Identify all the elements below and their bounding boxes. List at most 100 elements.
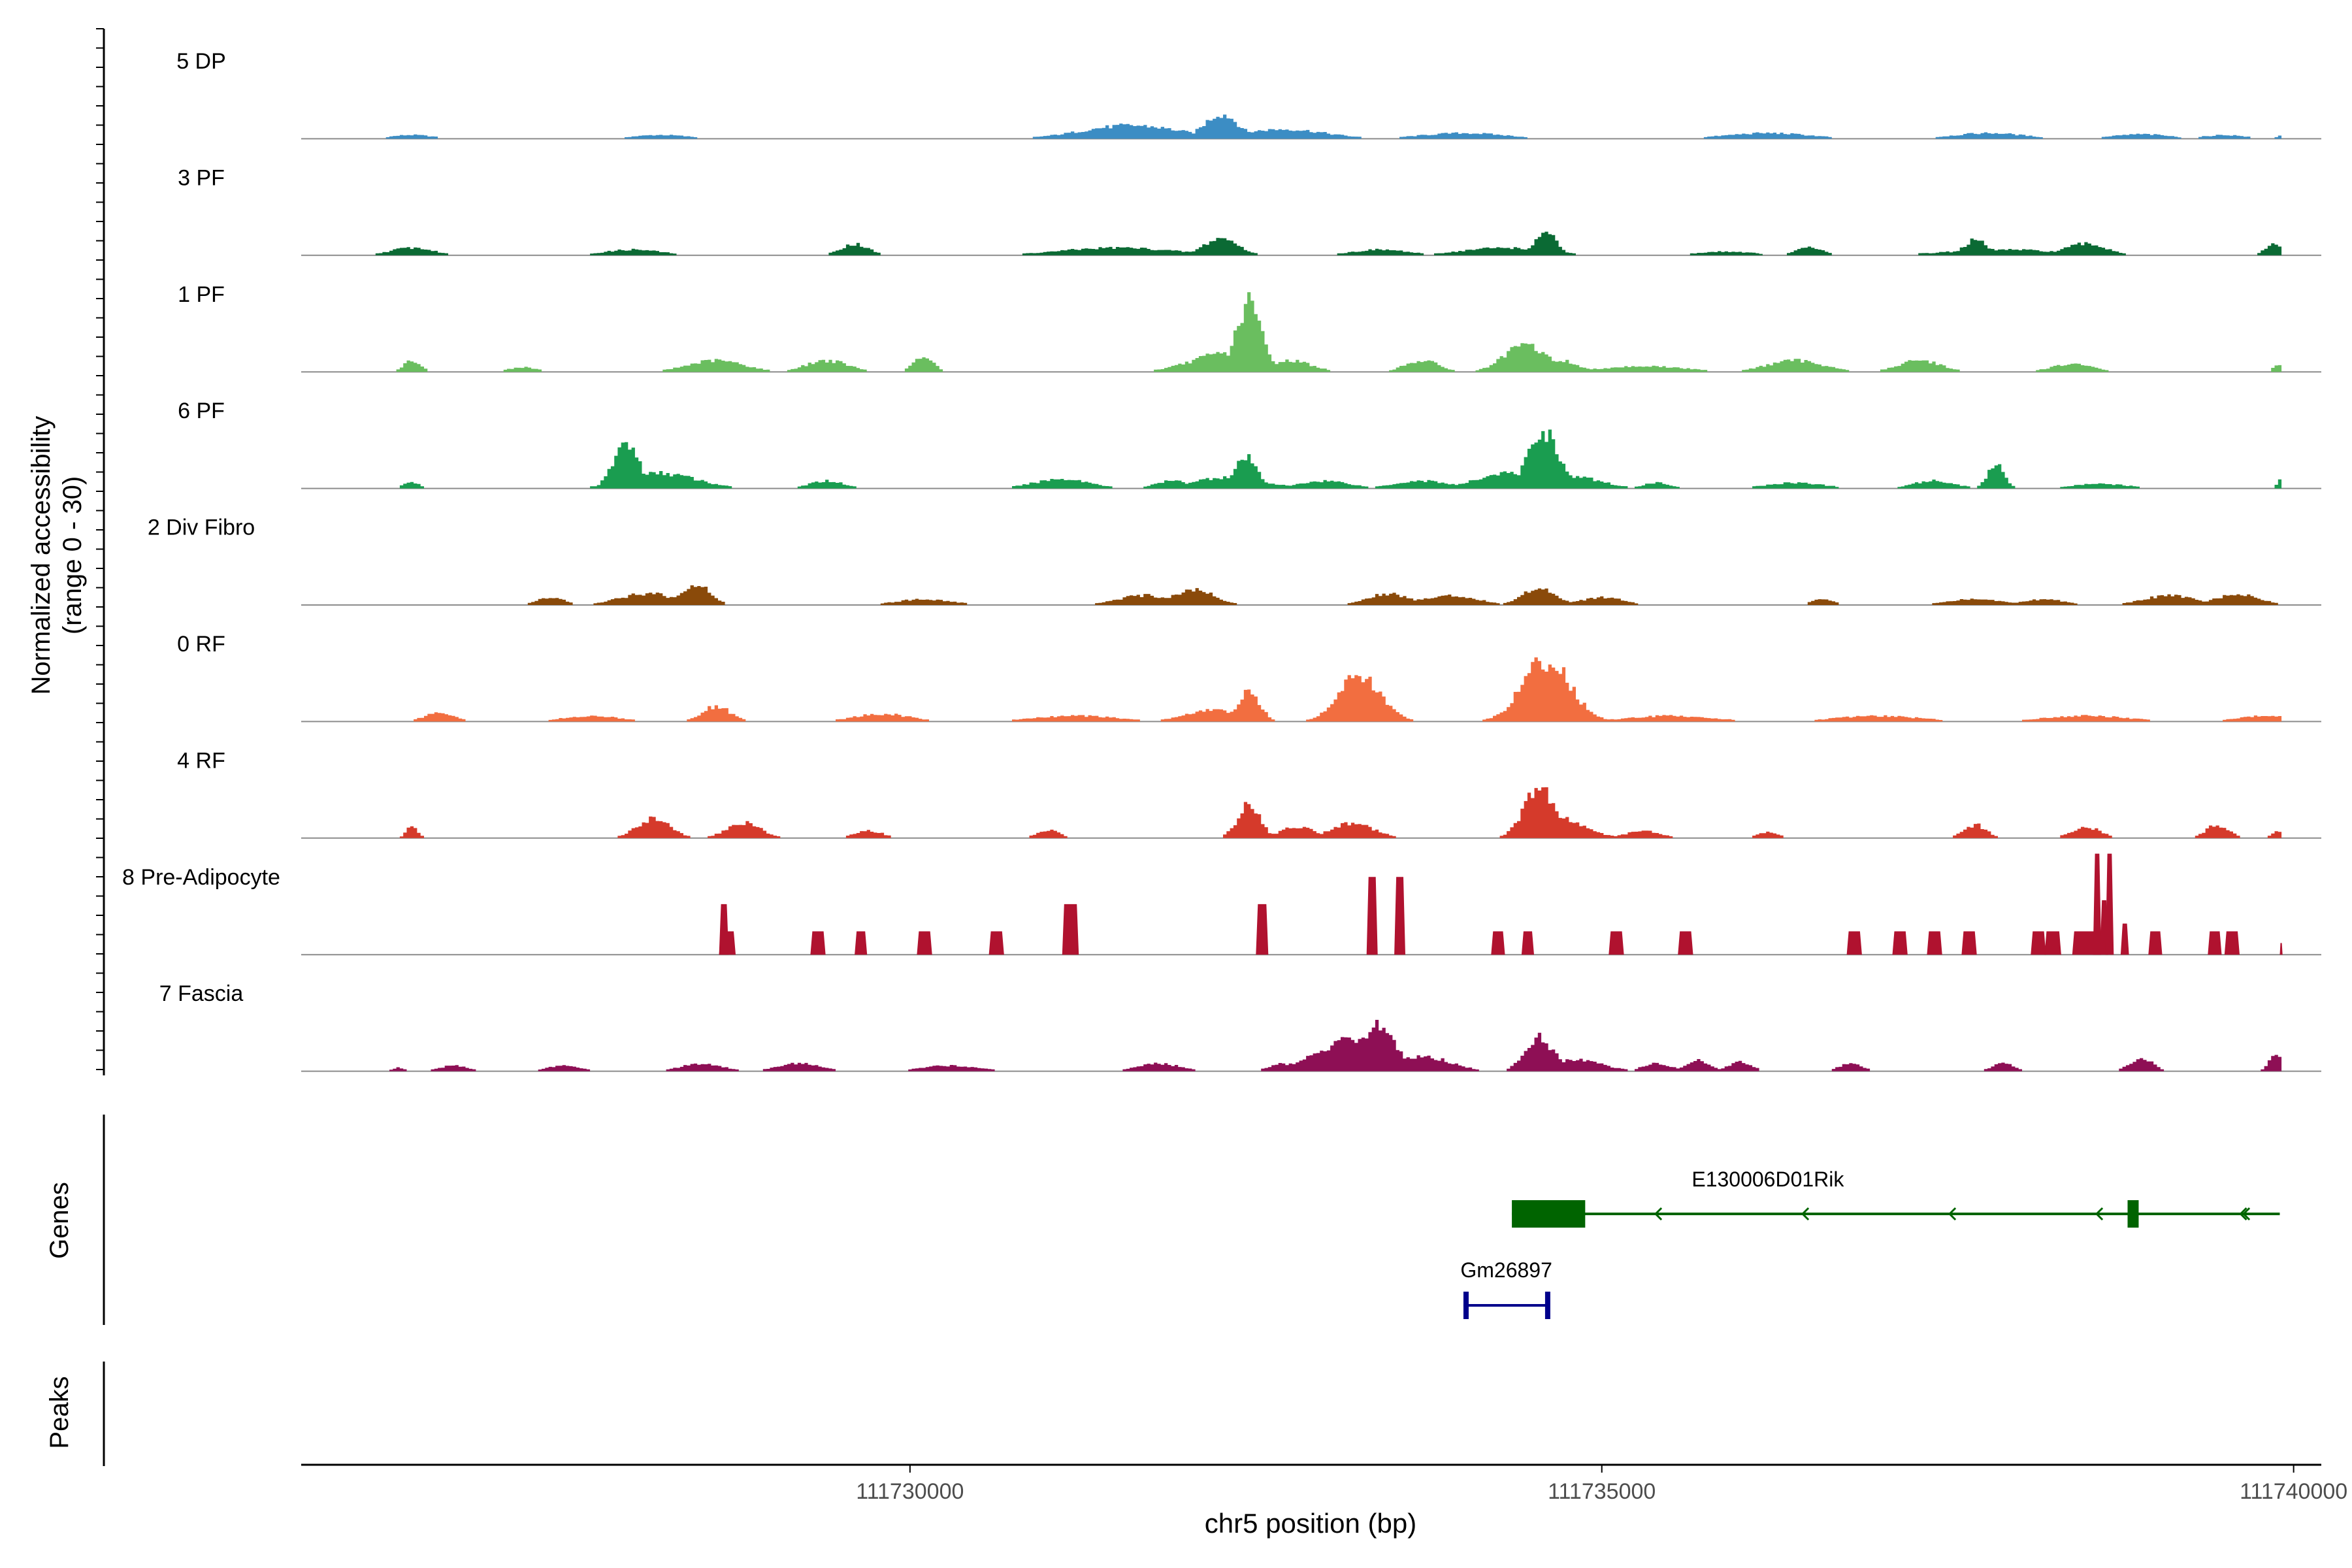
gene-e130006d01rik: E130006D01Rik [1512,1168,2280,1228]
coverage-block [1678,931,1693,955]
coverage-block [810,931,826,955]
coverage-peak [1690,251,1763,255]
coverage-peak [1261,1020,1479,1071]
coverage-block [2093,853,2102,955]
coverage-block [1256,904,1269,955]
track-label: 6 PF [178,399,225,423]
y-axis-title-line2: (range 0 - 30) [58,476,87,634]
coverage-block [1491,931,1505,955]
coverage-peak [787,359,867,372]
coverage-peak [1507,1032,1628,1071]
track-label: 2 Div Fibro [148,515,255,540]
strand-arrow [2095,1207,2104,1221]
track-label: 0 RF [177,632,225,657]
coverage-block [2031,931,2046,955]
coverage-peak [708,821,781,838]
coverage-peak [2261,1054,2282,1071]
genes-layer: E130006D01Rik Gm26897 [1460,1168,2280,1319]
track-3-pf: 3 PF [178,165,2321,256]
coverage-block [2044,931,2061,955]
coverage-block [1366,877,1378,955]
gene-exon [1512,1200,1586,1228]
coverage-peak [1475,343,1708,372]
coverage-peak [1703,132,1832,139]
coverage-peak [836,713,929,722]
coverage-peak [2274,135,2282,139]
coverage-peak [666,1063,739,1071]
track-label: 8 Pre-Adipocyte [122,865,280,890]
coverage-peak [1347,593,1500,605]
coverage-block [1892,931,1908,955]
strand-arrow [2239,1207,2247,1221]
coverage-peak [385,134,438,139]
coverage-peak [1012,479,1113,489]
coverage-block [1062,904,1079,955]
coverage-block [1394,877,1405,955]
coverage-block [2279,943,2283,955]
coverage-peak [1337,248,1424,255]
coverage-block [855,931,868,955]
coverage-peak [908,1065,995,1071]
coverage-peak [797,480,857,489]
coverage-peak [396,360,428,372]
coverage-peak [1499,787,1673,838]
coverage-peak [1095,588,1237,605]
coverage-block [1609,931,1624,955]
track-6-pf: 6 PF [178,399,2321,489]
track-2-div-fibro: 2 Div Fibro [148,515,2321,606]
coverage-peak [1897,480,1970,489]
track-8-pre-adipocyte: 8 Pre-Adipocyte [122,853,2321,956]
track-0-rf: 0 RF [177,632,2321,723]
coverage-peak [1012,715,1140,722]
coverage-peak [527,598,573,605]
coverage-peak [1932,598,2078,605]
coverage-peak [1918,238,2126,255]
gene-label: E130006D01Rik [1691,1168,1844,1191]
coverage-peak [590,248,677,255]
coverage-block [2208,931,2222,955]
coverage-peak [2036,363,2109,372]
coverage-peak [1375,429,1628,489]
coverage-peak [1752,482,1839,489]
coverage-peak [431,1065,476,1071]
coverage-peak [2274,479,2282,489]
track-5-dp: 5 DP [176,49,2321,140]
y-axis-title-line1: Normalized accessibility [27,416,56,695]
gene-exon [1544,1292,1550,1319]
x-tick-label: 111730000 [856,1479,964,1504]
coverage-peak [2119,1058,2164,1071]
coverage-peak [828,242,881,255]
coverage-peak [1752,831,1784,838]
track-label: 4 RF [177,748,225,773]
coverage-peak [1154,292,1331,372]
strand-arrow [1801,1207,1810,1221]
coverage-peak [1143,454,1369,489]
axes-layer: 111730000 111735000 111740000 [96,28,2347,1504]
coverage-peak [880,598,968,605]
coverage-peak [503,367,542,372]
coverage-block [988,931,1004,955]
coverage-block [1927,931,1942,955]
coverage-block [917,931,932,955]
coverage-peak [1742,359,1850,372]
coverage-peak [2267,831,2282,838]
track-7-fascia: 7 Fascia [159,981,2321,1072]
track-label: 5 DP [176,49,226,74]
coverage-peak [1389,360,1455,372]
coverage-peak [590,442,732,489]
gene-gm26897: Gm26897 [1460,1258,1552,1319]
coverage-peak [414,712,466,722]
coverage-peak [2198,135,2251,139]
coverage-peak [2195,825,2240,838]
coverage-block [1521,931,1534,955]
coverage-peak [2060,826,2112,838]
track-label: 7 Fascia [159,981,244,1006]
coverage-peak [1787,246,1832,255]
gene-exon [1463,1292,1469,1319]
coverage-peak [1029,829,1068,838]
coverage-peak [1935,132,2043,139]
coverage-peak [593,585,725,605]
peaks-section-label: Peaks [45,1376,74,1448]
coverage-peak [2101,133,2181,139]
